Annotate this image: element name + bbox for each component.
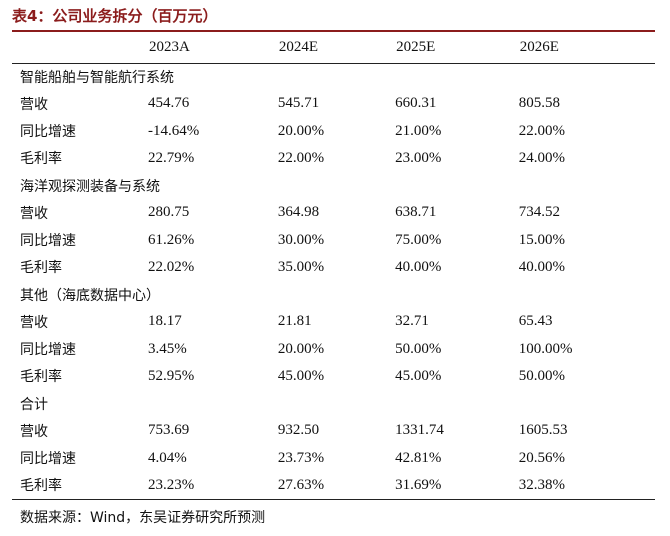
cell-value: 4.04% xyxy=(148,449,187,466)
column-header: 2025E xyxy=(395,30,519,64)
data-row: 营收 753.69 932.50 1331.74 1605.53 xyxy=(12,417,655,444)
cell-value: 20.00% xyxy=(277,122,325,139)
row-label: 同比增速 xyxy=(20,233,76,250)
cell-value: 30.00% xyxy=(277,231,325,248)
cell-value: 545.71 xyxy=(277,95,320,112)
data-row: 毛利率 23.23% 27.63% 31.69% 32.38% xyxy=(12,471,655,500)
section-name: 智能船舶与智能航行系统 xyxy=(20,69,174,86)
row-label: 同比增速 xyxy=(20,451,76,468)
data-row: 营收 280.75 364.98 638.71 734.52 xyxy=(12,199,655,226)
table-body: 智能船舶与智能航行系统 营收 454.76 545.71 660.31 805.58 同比增… xyxy=(12,63,655,500)
section-row: 智能船舶与智能航行系统 xyxy=(12,63,655,90)
cell-value: 61.26% xyxy=(148,231,195,248)
row-label: 毛利率 xyxy=(20,260,62,277)
row-label: 营收 xyxy=(20,96,48,113)
cell-value: 45.00% xyxy=(395,367,442,384)
data-row: 毛利率 22.79% 22.00% 23.00% 24.00% xyxy=(12,145,655,172)
cell-value: 18.17 xyxy=(148,313,182,330)
cell-value: 22.00% xyxy=(518,122,565,139)
cell-value: 20.56% xyxy=(518,449,565,466)
section-row: 海洋观探测装备与系统 xyxy=(12,172,655,199)
row-label: 营收 xyxy=(20,423,48,440)
row-label: 营收 xyxy=(20,205,48,222)
cell-value: 35.00% xyxy=(277,258,325,275)
column-header: 2023A xyxy=(148,30,278,64)
data-row: 营收 454.76 545.71 660.31 805.58 xyxy=(12,90,655,117)
table-title: 表4：公司业务拆分（百万元） xyxy=(12,7,218,25)
data-row: 同比增速 61.26% 30.00% 75.00% 15.00% xyxy=(12,227,655,254)
cell-value: 31.69% xyxy=(395,471,519,500)
cell-value: 52.95% xyxy=(148,367,195,384)
data-row: 毛利率 52.95% 45.00% 45.00% 50.00% xyxy=(12,363,655,390)
row-label: 同比增速 xyxy=(20,342,76,359)
data-row: 营收 18.17 21.81 32.71 65.43 xyxy=(12,308,655,335)
cell-value: 932.50 xyxy=(277,422,320,439)
cell-value: 22.02% xyxy=(148,258,195,275)
cell-value: 45.00% xyxy=(277,367,325,384)
cell-value: 32.38% xyxy=(518,471,655,500)
column-header: 2024E xyxy=(277,30,396,64)
row-label: 毛利率 xyxy=(20,369,62,386)
cell-value: 23.23% xyxy=(148,471,278,500)
section-name: 其他（海底数据中心） xyxy=(20,287,160,304)
cell-value: 27.63% xyxy=(277,471,396,500)
data-row: 毛利率 22.02% 35.00% 40.00% 40.00% xyxy=(12,254,655,281)
cell-value: 22.00% xyxy=(277,149,325,166)
cell-value: 23.73% xyxy=(277,449,325,466)
section-name: 合计 xyxy=(20,396,48,413)
cell-value: 3.45% xyxy=(148,340,187,357)
cell-value: 40.00% xyxy=(518,258,565,275)
data-row: 同比增速 3.45% 20.00% 50.00% 100.00% xyxy=(12,336,655,363)
data-row: 同比增速 -14.64% 20.00% 21.00% 22.00% xyxy=(12,118,655,145)
header-blank xyxy=(12,30,148,64)
cell-value: 100.00% xyxy=(518,340,573,357)
cell-value: 23.00% xyxy=(395,149,442,166)
cell-value: 32.71 xyxy=(395,313,429,330)
cell-value: 280.75 xyxy=(148,204,190,221)
data-row: 同比增速 4.04% 23.73% 42.81% 20.56% xyxy=(12,445,655,472)
cell-value: 24.00% xyxy=(518,149,565,166)
row-label: 毛利率 xyxy=(20,151,62,168)
cell-value: 753.69 xyxy=(148,422,190,439)
section-row: 其他（海底数据中心） xyxy=(12,281,655,308)
column-header: 2026E xyxy=(518,30,655,64)
cell-value: 660.31 xyxy=(395,95,437,112)
source-note: 数据来源：Wind，东吴证券研究所预测 xyxy=(20,510,266,526)
section-row: 合计 xyxy=(12,390,655,417)
cell-value: 364.98 xyxy=(277,204,320,221)
header-row: 2023A 2024E 2025E 2026E xyxy=(12,30,655,64)
cell-value: 734.52 xyxy=(518,204,560,221)
cell-value: 21.00% xyxy=(395,122,442,139)
cell-value: 21.81 xyxy=(277,313,312,330)
cell-value: 50.00% xyxy=(518,367,565,384)
cell-value: 638.71 xyxy=(395,204,437,221)
cell-value: 15.00% xyxy=(518,231,565,248)
cell-value: 42.81% xyxy=(395,449,442,466)
cell-value: 75.00% xyxy=(395,231,442,248)
cell-value: 805.58 xyxy=(518,95,560,112)
cell-value: 65.43 xyxy=(518,313,553,330)
data-table: 2023A 2024E 2025E 2026E 智能船舶与智能航行系统 营收 454.76… xyxy=(12,30,655,500)
cell-value: 20.00% xyxy=(277,340,325,357)
cell-value: 1331.74 xyxy=(395,422,444,439)
cell-value: 50.00% xyxy=(395,340,442,357)
row-label: 毛利率 xyxy=(12,471,148,500)
cell-value: 454.76 xyxy=(148,95,190,112)
cell-value: 40.00% xyxy=(395,258,442,275)
cell-value: 1605.53 xyxy=(518,422,568,439)
row-label: 同比增速 xyxy=(20,124,76,141)
row-label: 营收 xyxy=(20,314,48,331)
cell-value: -14.64% xyxy=(148,122,200,139)
cell-value: 22.79% xyxy=(148,149,195,166)
section-name: 海洋观探测装备与系统 xyxy=(20,178,160,195)
